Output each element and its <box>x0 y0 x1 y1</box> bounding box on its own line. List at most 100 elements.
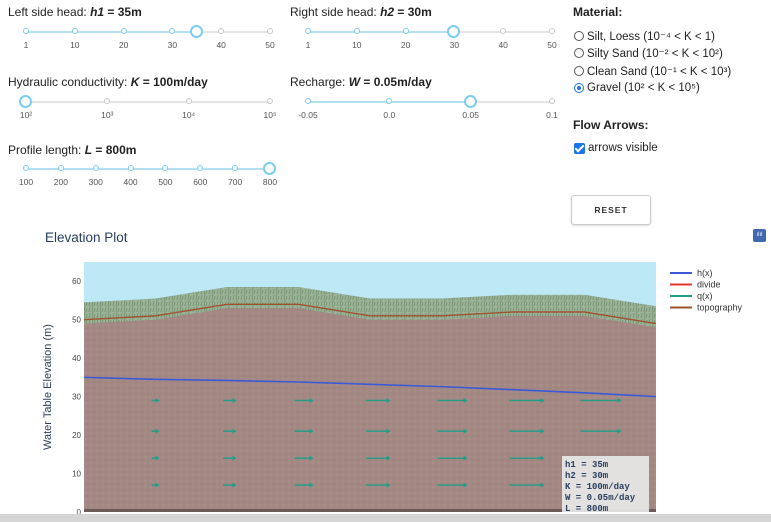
info-box-bg <box>562 456 649 512</box>
flow-arrow-head <box>386 482 391 488</box>
h1-slider[interactable]: 1 10 20 30 40 50 <box>23 24 275 58</box>
slider-tick-label: 700 <box>228 177 243 187</box>
slider-rail[interactable] <box>26 101 270 103</box>
slider-tick <box>232 165 239 171</box>
slider-knob[interactable] <box>463 95 477 108</box>
slider-tick <box>197 165 204 171</box>
y-tick-label: 50 <box>72 316 81 325</box>
slider-tick <box>386 98 393 104</box>
y-tick-label: 30 <box>72 393 81 402</box>
y-tick-label: 0 <box>77 508 82 517</box>
material-option-silt[interactable]: Silt, Loess (10⁻⁴ < K < 1) <box>574 29 715 43</box>
slider-tick-label: 1 <box>305 40 311 50</box>
material-option-label: Gravel (10² < K < 10⁵) <box>587 82 700 94</box>
material-option-label: Clean Sand (10⁻¹ < K < 10³) <box>587 66 732 78</box>
slider-tick-label: 300 <box>88 177 103 187</box>
h2-value: = 30m <box>394 5 432 19</box>
material-option-clean-sand[interactable]: Clean Sand (10⁻¹ < K < 10³) <box>574 64 731 78</box>
legend-entry: h(x) <box>697 268 713 278</box>
legend-entry: topography <box>697 303 743 313</box>
slider-tick-label: 800 <box>262 177 278 187</box>
l-slider[interactable]: 100 200 300 400 500 600 700 800 <box>19 161 277 195</box>
slider-tick <box>218 28 225 34</box>
slider-tick-label: 500 <box>158 177 173 187</box>
flow-arrow-head <box>232 397 237 403</box>
flow-arrow-head <box>540 397 545 403</box>
series-line-hx <box>83 376 657 398</box>
flow-arrow-head <box>463 455 468 461</box>
slider-tick-label: 40 <box>498 40 508 50</box>
slider-knob[interactable] <box>263 162 276 175</box>
material-option-gravel[interactable]: Gravel (10² < K < 10⁵) <box>574 82 700 94</box>
w-label-text: Recharge: <box>290 75 349 89</box>
arrows-visible-checkbox[interactable]: arrows visible <box>574 142 658 154</box>
y-axis-label: Water Table Elevation (m) <box>42 324 54 450</box>
slider-tick-label: -0.05 <box>298 110 318 120</box>
bottom-scrollbar[interactable] <box>0 514 771 522</box>
slider-tick-label: 40 <box>216 40 226 50</box>
k-label-text: Hydraulic conductivity: <box>8 75 131 89</box>
radio-icon[interactable] <box>574 83 584 93</box>
slider-tick <box>500 28 507 34</box>
k-symbol: K <box>130 75 140 89</box>
k-label: Hydraulic conductivity: K = 100m/day <box>8 75 208 89</box>
flow-arrows <box>151 397 622 488</box>
k-slider[interactable]: 10² 10³ 10⁴ 10⁵ <box>19 94 276 128</box>
flow-arrow-head <box>309 482 314 488</box>
slider-tick <box>23 165 29 171</box>
slider-tick <box>549 28 555 34</box>
flow-arrows-heading: Flow Arrows: <box>573 118 649 132</box>
info-line: L = 800m <box>565 504 609 514</box>
slider-knob[interactable] <box>447 25 461 38</box>
w-label: Recharge: W = 0.05m/day <box>290 75 432 89</box>
flow-arrow-head <box>155 397 160 403</box>
plotly-logo-icon[interactable]: ılıl <box>753 229 766 242</box>
flow-arrow-head <box>386 397 391 403</box>
soil-area <box>84 308 656 512</box>
slider-tick <box>104 98 111 104</box>
material-option-label: Silt, Loess (10⁻⁴ < K < 1) <box>587 31 715 43</box>
checkbox-icon[interactable] <box>574 142 585 154</box>
h1-value: = 35m <box>104 5 142 19</box>
slider-fill <box>26 168 270 170</box>
h2-slider[interactable]: 1 10 20 30 40 50 <box>305 24 557 58</box>
reset-button[interactable]: RESET <box>571 195 651 225</box>
flow-arrow-head <box>232 482 237 488</box>
flow-arrow-head <box>386 428 391 434</box>
flow-arrow-head <box>309 455 314 461</box>
slider-tick-label: 0.1 <box>546 110 558 120</box>
slider-knob[interactable] <box>189 25 203 38</box>
slider-tick <box>127 165 134 171</box>
slider-tick <box>57 165 64 171</box>
slider-tick-label: 10⁴ <box>182 110 196 120</box>
material-option-label: Silty Sand (10⁻² < K < 10²) <box>587 48 723 60</box>
y-tick-label: 10 <box>72 470 81 479</box>
slider-tick <box>23 28 29 34</box>
series-line-topography <box>83 303 657 325</box>
slider-tick-label: 20 <box>118 40 129 50</box>
slider-tick-label: 100 <box>18 177 34 187</box>
material-option-silty-sand[interactable]: Silty Sand (10⁻² < K < 10²) <box>574 46 723 60</box>
info-line: h2 = 30m <box>565 471 609 481</box>
slider-tick-label: 20 <box>400 40 411 50</box>
radio-icon[interactable] <box>574 31 584 41</box>
slider-tick-label: 400 <box>123 177 138 187</box>
l-symbol: L <box>84 143 93 157</box>
slider-tick <box>120 28 127 34</box>
legend-entry: q(x) <box>697 291 713 301</box>
radio-icon[interactable] <box>574 48 584 58</box>
l-value: = 800m <box>92 143 137 157</box>
arrows-visible-label: arrows visible <box>588 142 658 154</box>
flow-arrow-head <box>463 397 468 403</box>
flow-arrow-head <box>540 455 545 461</box>
slider-tick-label: 10³ <box>101 110 114 120</box>
w-slider[interactable]: -0.05 0.0 0.05 0.1 <box>298 94 558 128</box>
slider-tick-label: 10 <box>352 40 362 50</box>
radio-icon[interactable] <box>574 66 584 76</box>
slider-knob[interactable] <box>19 95 32 108</box>
slider-tick <box>267 98 273 104</box>
slider-tick <box>185 98 192 104</box>
